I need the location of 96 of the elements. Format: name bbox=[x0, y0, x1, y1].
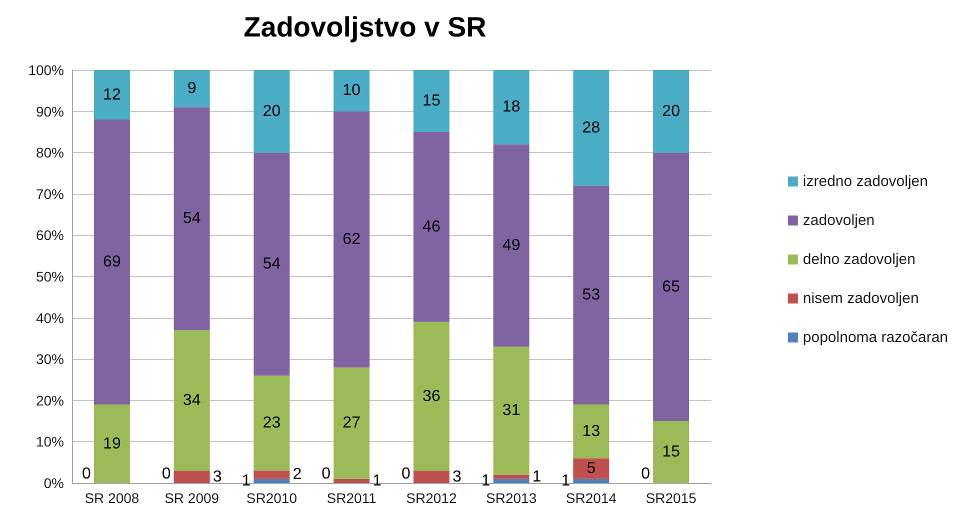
bar bbox=[254, 152, 290, 376]
data-label: 1 bbox=[561, 472, 570, 490]
annotation: 0 bbox=[641, 466, 650, 482]
data-label: 9 bbox=[187, 80, 196, 98]
y-tick-label: 50% bbox=[36, 268, 64, 284]
data-label: 2 bbox=[292, 466, 302, 484]
bar bbox=[493, 70, 530, 144]
data-label: 12 bbox=[103, 86, 121, 104]
x-tick-label: SR 2008 bbox=[84, 490, 140, 506]
legend-label: zadovoljen bbox=[802, 212, 875, 229]
bar bbox=[653, 152, 690, 422]
bar bbox=[493, 346, 530, 475]
data-label: 1 bbox=[372, 472, 382, 490]
bar bbox=[493, 144, 530, 347]
data-label: 46 bbox=[422, 218, 440, 236]
bar bbox=[493, 478, 530, 483]
y-tick-label: 40% bbox=[36, 310, 64, 326]
data-label: 15 bbox=[422, 92, 440, 110]
data-label: 20 bbox=[262, 102, 281, 120]
bar bbox=[413, 470, 450, 483]
bar bbox=[573, 404, 610, 458]
data-label: 54 bbox=[262, 256, 281, 273]
y-tick-label: 100% bbox=[28, 62, 64, 78]
y-tick-label: 60% bbox=[36, 227, 64, 244]
data-label: 65 bbox=[662, 278, 680, 296]
data-label: 5 bbox=[586, 460, 596, 478]
data-label: 34 bbox=[182, 392, 201, 409]
legend-label: popolnoma razočaran bbox=[802, 329, 948, 346]
annotation: 0 bbox=[322, 466, 331, 482]
x-tick-label: SR2014 bbox=[566, 490, 617, 506]
y-tick-label: 80% bbox=[36, 144, 64, 161]
data-label: 27 bbox=[342, 414, 361, 432]
legend-label: delno zadovoljen bbox=[802, 251, 916, 268]
y-tick-label: 0% bbox=[44, 475, 64, 491]
data-label: 62 bbox=[342, 230, 361, 248]
y-tick-label: 30% bbox=[36, 351, 64, 368]
bar bbox=[334, 367, 370, 479]
bar bbox=[573, 186, 610, 405]
data-label: 31 bbox=[502, 402, 520, 420]
data-label: 1 bbox=[532, 468, 542, 486]
bar bbox=[174, 470, 210, 483]
x-tick-label: SR2012 bbox=[406, 490, 457, 506]
x-tick-label: SR 2009 bbox=[164, 490, 220, 506]
data-label: 49 bbox=[502, 237, 520, 254]
x-tick-label: SR2011 bbox=[326, 490, 377, 506]
annotation: 0 bbox=[162, 466, 171, 482]
data-label: 18 bbox=[502, 98, 520, 116]
data-label: 20 bbox=[662, 102, 680, 120]
data-label: 13 bbox=[582, 422, 600, 440]
x-tick-label: SR2010 bbox=[246, 490, 298, 506]
x-tick-label: SR2013 bbox=[486, 490, 537, 506]
bar bbox=[94, 404, 130, 483]
bar bbox=[493, 474, 530, 479]
annotation: 0 bbox=[82, 466, 92, 482]
bar bbox=[573, 458, 610, 479]
bar bbox=[573, 70, 610, 186]
bar bbox=[334, 478, 370, 483]
data-label: 15 bbox=[662, 444, 680, 461]
y-tick-label: 10% bbox=[36, 434, 64, 450]
y-tick-label: 20% bbox=[36, 392, 64, 408]
bar bbox=[94, 70, 130, 120]
bar bbox=[413, 322, 450, 471]
legend-label: izredno zadovoljen bbox=[802, 173, 928, 190]
bar bbox=[254, 376, 290, 471]
bar bbox=[653, 421, 690, 483]
data-label: 54 bbox=[182, 210, 201, 228]
data-label: 1 bbox=[481, 472, 490, 490]
bar bbox=[254, 470, 290, 479]
data-label: 23 bbox=[262, 414, 281, 432]
bar bbox=[334, 70, 370, 112]
bar bbox=[94, 120, 130, 405]
data-label: 28 bbox=[582, 119, 600, 136]
bar bbox=[573, 478, 610, 483]
bar bbox=[254, 478, 290, 483]
data-label: 53 bbox=[582, 286, 600, 304]
data-label: 3 bbox=[212, 468, 222, 486]
bar bbox=[413, 70, 450, 132]
y-tick-label: 90% bbox=[36, 103, 64, 120]
x-tick-label: SR2015 bbox=[646, 490, 697, 506]
bar bbox=[413, 132, 450, 322]
legend-label: nisem zadovoljen bbox=[802, 290, 919, 307]
annotation: 0 bbox=[402, 466, 411, 482]
data-label: 3 bbox=[452, 468, 462, 486]
data-label: 69 bbox=[103, 254, 121, 271]
data-label: 36 bbox=[422, 388, 440, 405]
data-label: 1 bbox=[242, 472, 251, 490]
bar bbox=[174, 70, 210, 108]
bar bbox=[174, 107, 210, 330]
bar bbox=[254, 70, 290, 153]
chart-title: Zadovoljstvo v SR bbox=[244, 12, 486, 42]
bar bbox=[174, 330, 210, 471]
bar bbox=[653, 70, 690, 153]
y-tick-label: 70% bbox=[36, 186, 64, 202]
data-label: 19 bbox=[103, 435, 121, 452]
data-label: 10 bbox=[342, 82, 361, 100]
bar bbox=[334, 111, 370, 368]
